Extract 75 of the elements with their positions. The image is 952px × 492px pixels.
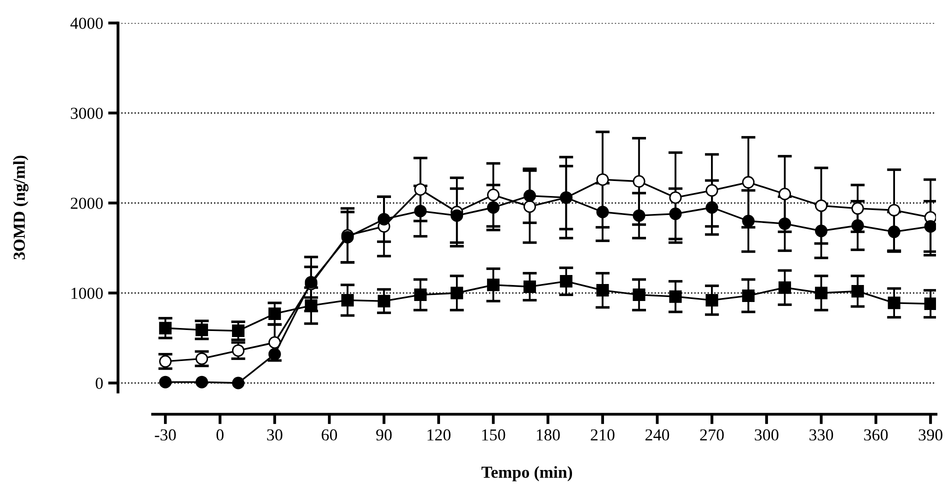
point [888, 204, 900, 216]
point [778, 188, 792, 200]
point [706, 294, 718, 306]
point [742, 289, 755, 302]
x-tick-label: 120 [428, 429, 451, 441]
point [450, 286, 464, 300]
point [632, 288, 646, 302]
y-tick-label: 2000 [70, 198, 103, 209]
point [669, 290, 682, 303]
point [378, 212, 390, 226]
x-tick-label: 300 [754, 429, 778, 441]
x-tick-label: 390 [918, 429, 942, 441]
point [487, 188, 500, 202]
point [706, 201, 718, 214]
x-tick-label: 30 [267, 429, 282, 441]
point [851, 219, 864, 232]
point [268, 348, 281, 360]
point [232, 324, 244, 338]
x-tick-label: -30 [154, 429, 176, 441]
point [196, 376, 208, 388]
point [414, 288, 427, 302]
point [159, 322, 172, 334]
y-tick-label: 0 [96, 378, 103, 389]
point [159, 376, 172, 388]
point [196, 324, 208, 336]
point [268, 307, 281, 320]
point [888, 296, 900, 310]
point [924, 220, 936, 233]
x-tick-label: 360 [864, 429, 888, 441]
point [378, 294, 390, 308]
y-tick-label: 1000 [72, 288, 103, 299]
point [706, 184, 718, 197]
point [888, 226, 900, 238]
point [450, 209, 464, 222]
point [268, 336, 281, 349]
point [778, 281, 792, 294]
x-tick-label: 0 [216, 429, 224, 441]
point [814, 224, 828, 238]
point [414, 183, 427, 196]
point [742, 176, 755, 189]
x-tick-label: 330 [810, 429, 834, 441]
point [523, 190, 536, 202]
x-tick-label: 60 [322, 429, 338, 441]
point [814, 199, 828, 212]
point [851, 284, 864, 298]
point [632, 209, 646, 222]
point [560, 275, 572, 288]
point [232, 376, 244, 390]
point [632, 175, 646, 188]
x-tick-label: 270 [700, 429, 724, 441]
point [851, 202, 864, 215]
point [924, 298, 936, 310]
point [523, 280, 536, 293]
point [742, 214, 755, 228]
point [669, 191, 682, 204]
x-tick-label: 90 [376, 429, 392, 441]
point [778, 217, 792, 230]
point [487, 201, 500, 214]
y-axis-title: 3OMD (ng/ml) [13, 156, 28, 260]
point [669, 208, 682, 220]
point [341, 294, 354, 306]
point [596, 206, 609, 218]
x-tick-label: 210 [590, 429, 614, 441]
x-tick-label: 180 [536, 429, 560, 441]
point [414, 204, 427, 218]
y-tick-label: 4000 [70, 18, 103, 29]
point [487, 278, 500, 292]
x-axis-title: Tempo (min) [481, 466, 572, 482]
point [596, 173, 609, 186]
x-tick-label: 150 [482, 429, 506, 441]
point [596, 284, 609, 297]
point [523, 200, 536, 213]
y-tick-label: 3000 [70, 108, 103, 119]
point [814, 286, 828, 300]
x-tick-label: 240 [645, 429, 670, 441]
